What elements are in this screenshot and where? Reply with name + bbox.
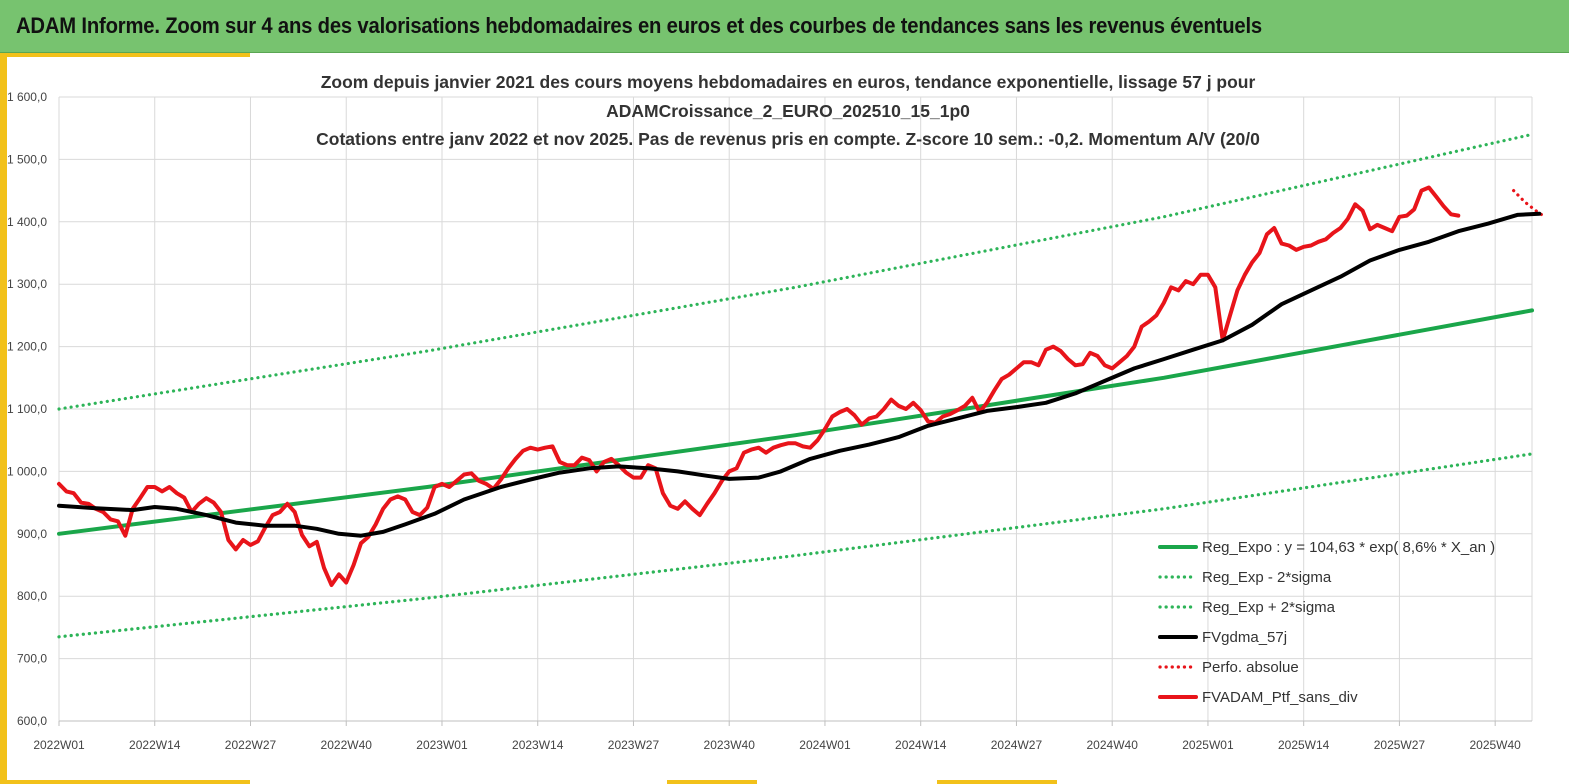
legend-label: FVADAM_Ptf_sans_div: [1202, 689, 1358, 706]
legend-label: Reg_Expo : y = 104,63 * exp( 8,6% * X_an…: [1202, 539, 1495, 556]
header-bar: ADAM Informe. Zoom sur 4 ans des valoris…: [0, 0, 1569, 53]
series-line-6: [57, 185, 1461, 587]
y-tick-label: 1 200,0: [7, 340, 47, 354]
legend-label: FVgdma_57j: [1202, 629, 1287, 646]
x-tick-label: 2025W01: [1182, 738, 1234, 752]
y-tick-label: 1 300,0: [7, 277, 47, 291]
x-tick-label: 2022W40: [321, 738, 373, 752]
y-tick-label: 1 100,0: [7, 402, 47, 416]
x-tick-label: 2023W27: [608, 738, 660, 752]
y-tick-label: 1 400,0: [7, 215, 47, 229]
y-axis-ticks: 600,0 700,0 800,0 900,0 1 000,0 1 100,0 1 200,…: [7, 90, 47, 728]
series-layer: [57, 132, 1545, 639]
x-tick-label: 2022W14: [129, 738, 181, 752]
y-tick-label: 1 000,0: [7, 464, 47, 478]
y-tick-label: 700,0: [17, 652, 47, 666]
x-tick-label: 2024W27: [991, 738, 1043, 752]
x-tick-label: 2025W27: [1374, 738, 1426, 752]
series-line-4: [57, 211, 1542, 538]
accent-bar-bottom-right: [937, 780, 1057, 784]
x-tick-label: 2024W40: [1087, 738, 1139, 752]
accent-bar-left: [0, 53, 7, 784]
x-tick-label: 2022W27: [225, 738, 277, 752]
y-tick-label: 800,0: [17, 589, 47, 603]
x-tick-label: 2023W14: [512, 738, 564, 752]
accent-bar-bottom-mid: [667, 780, 757, 784]
y-tick-label: 600,0: [17, 714, 47, 728]
x-tick-label: 2024W01: [799, 738, 851, 752]
page-title: ADAM Informe. Zoom sur 4 ans des valoris…: [16, 13, 1262, 38]
legend-label: Reg_Exp + 2*sigma: [1202, 599, 1336, 616]
series-line-1: [57, 308, 1534, 536]
x-tick-label: 2025W14: [1278, 738, 1330, 752]
accent-bar-top-left: [0, 53, 250, 57]
chart-title: Zoom depuis janvier 2021 des cours moyen…: [316, 72, 1260, 149]
legend: Reg_Expo : y = 104,63 * exp( 8,6% * X_an…: [1158, 539, 1495, 706]
x-tick-label: 2022W01: [33, 738, 85, 752]
accent-bar-bottom-left: [0, 780, 250, 784]
gridlines: [58, 96, 1533, 726]
x-tick-label: 2023W40: [704, 738, 756, 752]
y-tick-label: 1 600,0: [7, 90, 47, 104]
x-tick-label: 2025W40: [1469, 738, 1521, 752]
chart-title-line-2: ADAMCroissance_2_EURO_202510_15_1p0: [606, 101, 970, 121]
chart-title-line-1: Zoom depuis janvier 2021 des cours moyen…: [321, 72, 1256, 92]
chart-title-line-3: Cotations entre janv 2022 et nov 2025. P…: [316, 129, 1260, 149]
series-line-3: [57, 132, 1534, 411]
x-axis-ticks: 2022W01 2022W14 2022W27 2022W40 2023W01 2023W…: [33, 738, 1521, 752]
x-tick-label: 2023W01: [416, 738, 468, 752]
y-tick-label: 1 500,0: [7, 152, 47, 166]
x-tick-label: 2024W14: [895, 738, 947, 752]
y-tick-label: 900,0: [17, 527, 47, 541]
legend-label: Reg_Exp - 2*sigma: [1202, 569, 1332, 586]
legend-label: Perfo. absolue: [1202, 659, 1299, 676]
